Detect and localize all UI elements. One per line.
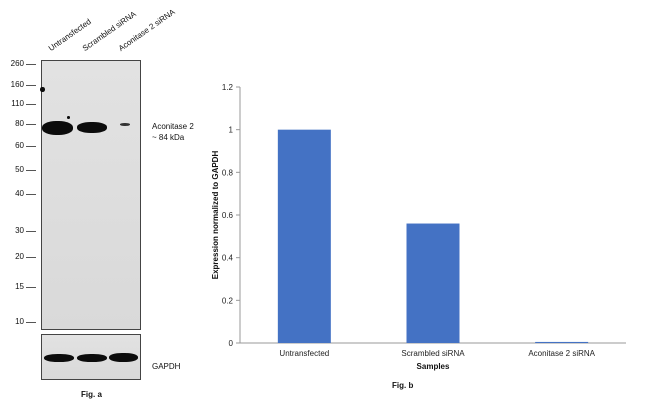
mw-tick xyxy=(26,194,36,195)
band-gapdh-scrambled xyxy=(77,354,107,362)
x-tick-label: Aconitase 2 siRNA xyxy=(528,349,595,358)
blot-gapdh xyxy=(41,334,141,380)
y-tick-label: 0 xyxy=(229,339,234,348)
band-aconitase-scrambled xyxy=(77,122,107,133)
mw-marker: 30 xyxy=(15,226,24,235)
bar-2 xyxy=(535,341,589,343)
y-tick-label: 0.8 xyxy=(222,168,234,177)
mw-tick xyxy=(26,85,36,86)
fig-a-caption: Fig. a xyxy=(81,390,102,399)
blot-main xyxy=(40,60,141,330)
y-tick-label: 1 xyxy=(229,126,234,135)
y-tick-label: 0.6 xyxy=(222,211,234,220)
mw-tick xyxy=(26,104,36,105)
mw-marker: 110 xyxy=(11,99,24,108)
x-tick-label: Scrambled siRNA xyxy=(401,349,465,358)
band-gapdh-untransfected xyxy=(44,354,74,362)
mw-tick xyxy=(26,170,36,171)
band-aconitase-untransfected xyxy=(42,121,73,135)
gapdh-label: GAPDH xyxy=(152,362,181,371)
y-tick-label: 0.4 xyxy=(222,254,234,263)
mw-tick xyxy=(26,124,36,125)
mw-tick xyxy=(26,231,36,232)
x-tick-label: Untransfected xyxy=(279,349,329,358)
band-label-kda: ~ 84 kDa xyxy=(152,133,185,142)
y-tick-label: 0.2 xyxy=(222,296,234,305)
band-label-aconitase: Aconitase 2 xyxy=(152,122,194,131)
bar-1 xyxy=(406,223,460,343)
y-tick-label: 1.2 xyxy=(222,83,234,92)
mw-marker: 10 xyxy=(15,317,24,326)
mw-tick xyxy=(26,322,36,323)
x-axis-title: Samples xyxy=(417,362,450,371)
mw-tick xyxy=(26,64,36,65)
band-spot xyxy=(40,87,45,92)
mw-tick xyxy=(26,287,36,288)
mw-marker: 20 xyxy=(15,252,24,261)
band-gapdh-sirna xyxy=(109,353,138,362)
mw-marker: 160 xyxy=(10,80,24,89)
mw-tick xyxy=(26,257,36,258)
mw-marker: 50 xyxy=(15,165,24,174)
bar-0 xyxy=(277,129,331,343)
mw-tick xyxy=(26,146,36,147)
mw-marker: 15 xyxy=(15,282,24,291)
mw-marker: 80 xyxy=(15,119,24,128)
mw-marker: 260 xyxy=(10,59,24,68)
mw-marker: 60 xyxy=(15,141,24,150)
band-aconitase-sirna xyxy=(120,123,130,126)
mw-marker: 40 xyxy=(15,189,24,198)
fig-b-caption: Fig. b xyxy=(392,381,414,390)
band-speck xyxy=(67,116,70,119)
y-axis-title: Expression normalized to GAPDH xyxy=(211,151,220,280)
